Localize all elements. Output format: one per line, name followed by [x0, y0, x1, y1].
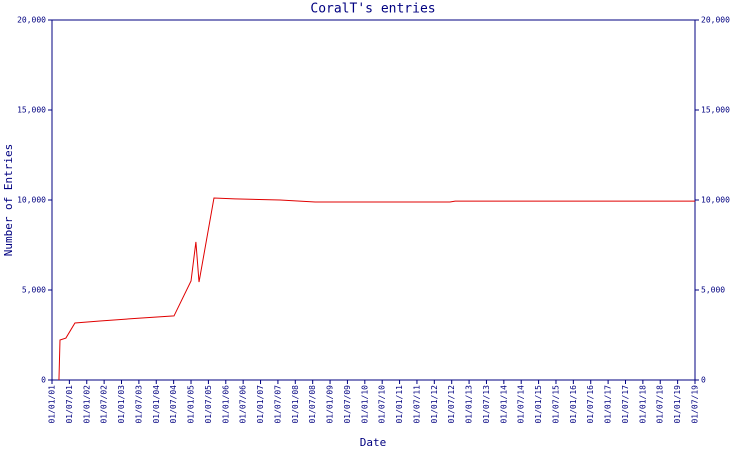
x-tick-label: 01/01/06: [221, 385, 230, 424]
x-tick-label: 01/01/18: [638, 385, 647, 424]
x-tick-label: 01/01/19: [673, 385, 682, 424]
y2-tick-label: 0: [701, 376, 706, 385]
x-tick-label: 01/01/14: [499, 385, 508, 424]
x-tick-label: 01/07/05: [204, 385, 213, 424]
x-tick-label: 01/07/14: [517, 385, 526, 424]
x-tick-label: 01/01/08: [291, 385, 300, 424]
x-tick-label: 01/07/13: [482, 385, 491, 424]
y-tick-label: 5,000: [22, 286, 46, 295]
y2-tick-label: 20,000: [701, 16, 730, 25]
x-tick-label: 01/01/02: [82, 385, 91, 424]
x-tick-label: 01/01/17: [604, 385, 613, 424]
x-tick-label: 01/07/19: [691, 385, 700, 424]
y-tick-label: 20,000: [17, 16, 46, 25]
x-tick-label: 01/01/05: [187, 385, 196, 424]
x-tick-label: 01/07/04: [169, 385, 178, 424]
x-tick-label: 01/01/13: [465, 385, 474, 424]
x-tick-label: 01/01/09: [326, 385, 335, 424]
y2-tick-label: 15,000: [701, 106, 730, 115]
x-tick-label: 01/07/11: [412, 385, 421, 424]
x-tick-label: 01/07/06: [239, 385, 248, 424]
y-tick-label: 10,000: [17, 196, 46, 205]
x-tick-label: 01/07/12: [447, 385, 456, 424]
x-tick-label: 01/01/16: [569, 385, 578, 424]
x-tick-label: 01/07/18: [656, 385, 665, 424]
y-tick-label: 0: [41, 376, 46, 385]
x-tick-label: 01/01/10: [360, 385, 369, 424]
x-tick-label: 01/01/12: [430, 385, 439, 424]
x-tick-label: 01/07/17: [621, 385, 630, 424]
x-tick-label: 01/07/07: [273, 385, 282, 424]
x-tick-label: 01/01/15: [534, 385, 543, 424]
x-tick-label: 01/07/02: [100, 385, 109, 424]
x-tick-label: 01/07/03: [134, 385, 143, 424]
x-axis-label: Date: [360, 436, 387, 449]
chart-title: CoralT's entries: [310, 2, 435, 17]
x-tick-label: 01/01/01: [48, 385, 57, 424]
x-tick-label: 01/01/03: [117, 385, 126, 424]
x-tick-label: 01/07/10: [378, 385, 387, 424]
y2-tick-label: 5,000: [701, 286, 725, 295]
data-line: [58, 197, 695, 381]
x-tick-label: 01/07/16: [586, 385, 595, 424]
x-tick-label: 01/07/15: [551, 385, 560, 424]
y-tick-label: 15,000: [17, 106, 46, 115]
x-tick-label: 01/01/04: [152, 385, 161, 424]
y-axis-label: Number of Entries: [2, 144, 15, 257]
x-tick-label: 01/01/07: [256, 385, 265, 424]
x-tick-label: 01/07/09: [343, 385, 352, 424]
x-tick-label: 01/07/08: [308, 385, 317, 424]
y2-tick-label: 10,000: [701, 196, 730, 205]
x-tick-label: 01/07/01: [65, 385, 74, 424]
x-tick-label: 01/01/11: [395, 385, 404, 424]
